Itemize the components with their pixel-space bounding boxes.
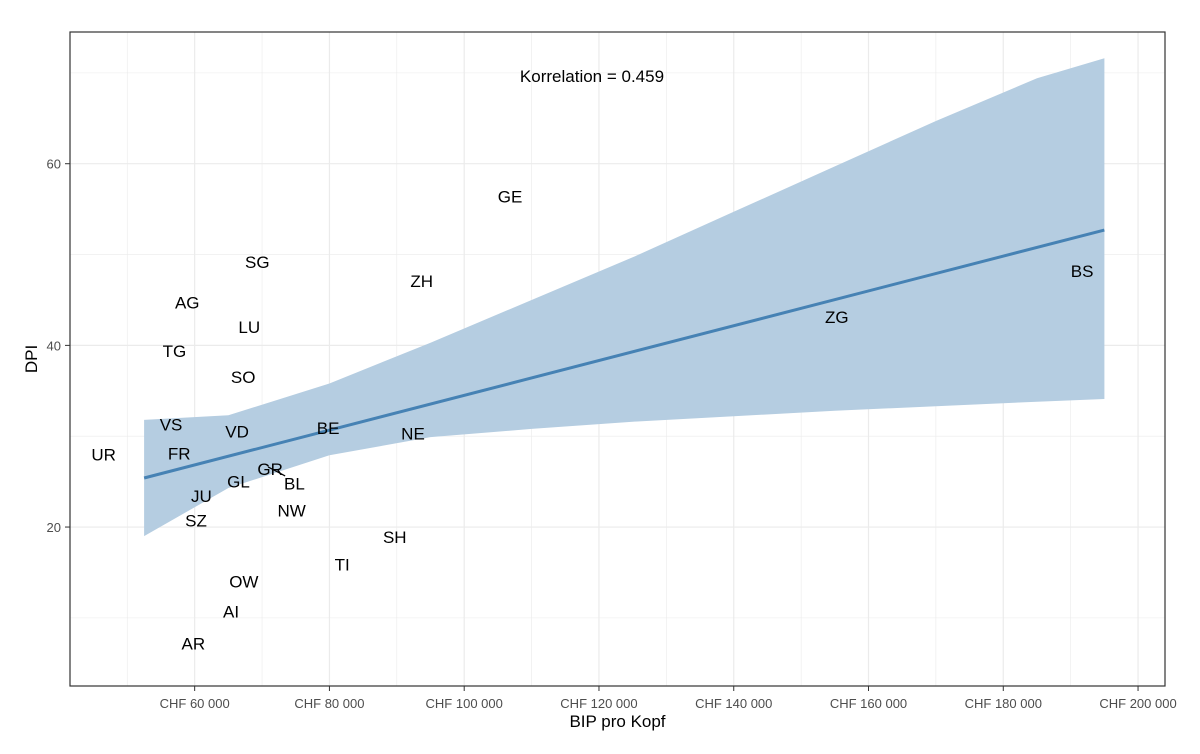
- x-tick-label: CHF 60 000: [160, 696, 230, 711]
- y-axis-title: DPI: [22, 345, 41, 373]
- point-label-lu: LU: [238, 318, 260, 337]
- correlation-annotation: Korrelation = 0.459: [520, 67, 664, 86]
- point-label-ur: UR: [91, 445, 116, 464]
- x-tick-label: CHF 140 000: [695, 696, 772, 711]
- x-axis-title: BIP pro Kopf: [569, 712, 665, 731]
- y-tick-label: 20: [47, 520, 61, 535]
- point-label-bs: BS: [1071, 262, 1094, 281]
- point-label-ti: TI: [335, 555, 350, 574]
- regression-line: [143, 228, 1105, 480]
- point-label-zh: ZH: [410, 272, 433, 291]
- gr-leader-line: [267, 466, 286, 477]
- point-label-ne: NE: [401, 424, 425, 443]
- point-label-sh: SH: [383, 528, 407, 547]
- panel-border: [69, 31, 1166, 687]
- point-label-ow: OW: [229, 573, 258, 592]
- point-label-ai: AI: [223, 603, 239, 622]
- x-tick-label: CHF 180 000: [965, 696, 1042, 711]
- point-label-tg: TG: [163, 342, 187, 361]
- point-label-be: BE: [317, 419, 340, 438]
- point-label-sg: SG: [245, 253, 270, 272]
- confidence-band: [144, 58, 1105, 537]
- point-label-ar: AR: [182, 634, 206, 653]
- point-label-gl: GL: [227, 473, 250, 492]
- x-axis-ticks: CHF 60 000 CHF 80 000 CHF 100 000 CHF 120 0…: [160, 686, 1177, 711]
- point-label-ju: JU: [191, 487, 212, 506]
- y-tick-label: 60: [47, 157, 61, 172]
- x-tick-label: CHF 200 000: [1099, 696, 1176, 711]
- x-tick-label: CHF 100 000: [426, 696, 503, 711]
- y-axis-ticks: 20 40 60: [47, 157, 70, 535]
- point-label-bl: BL: [284, 474, 305, 493]
- point-label-so: SO: [231, 368, 256, 387]
- x-tick-label: CHF 120 000: [560, 696, 637, 711]
- point-label-ge: GE: [498, 187, 523, 206]
- point-label-gr: GR: [257, 460, 283, 479]
- point-label-ag: AG: [175, 294, 200, 313]
- point-label-vs: VS: [160, 415, 183, 434]
- point-label-sz: SZ: [185, 512, 207, 531]
- point-label-zg: ZG: [825, 308, 849, 327]
- y-tick-label: 40: [47, 338, 61, 353]
- x-tick-label: CHF 80 000: [294, 696, 364, 711]
- point-label-nw: NW: [278, 502, 306, 521]
- point-labels: UR AG TG VS FR SZ JU AR AI VD GR GL OW SO LU SG BL NW BE TI…: [91, 187, 1093, 653]
- point-label-vd: VD: [225, 423, 249, 442]
- x-tick-label: CHF 160 000: [830, 696, 907, 711]
- point-label-fr: FR: [168, 444, 191, 463]
